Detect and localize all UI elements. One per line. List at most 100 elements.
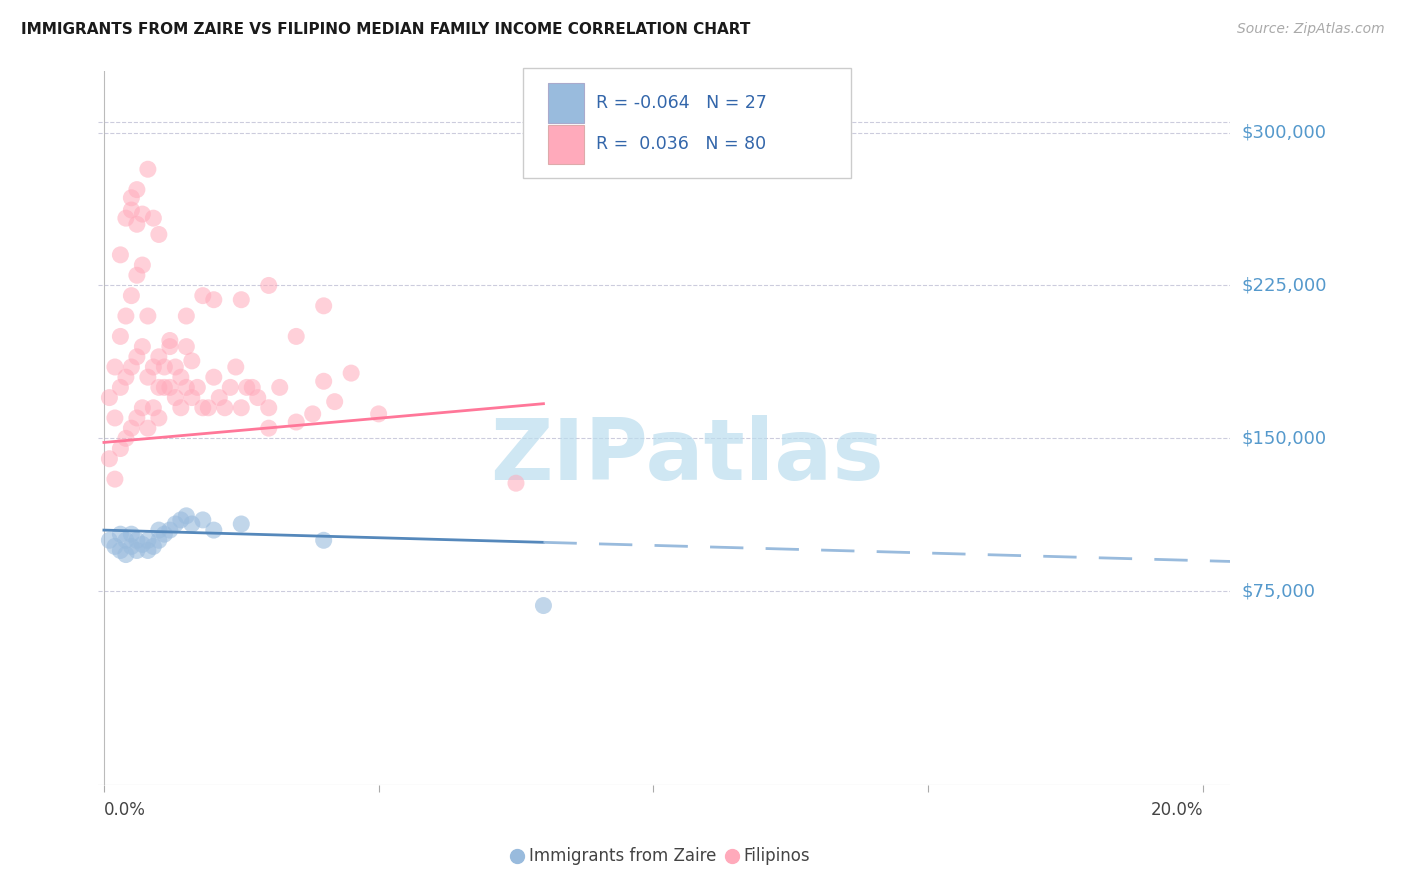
Point — [142, 401, 165, 415]
Text: Source: ZipAtlas.com: Source: ZipAtlas.com — [1237, 22, 1385, 37]
Point — [110, 329, 132, 343]
Point — [136, 370, 159, 384]
Point — [231, 401, 253, 415]
Point — [246, 391, 269, 405]
Point — [125, 543, 148, 558]
Point — [176, 380, 198, 394]
Point — [148, 533, 170, 548]
Point — [110, 543, 132, 558]
Point — [312, 374, 335, 388]
Point — [159, 380, 181, 394]
Point — [170, 513, 193, 527]
Point — [165, 391, 187, 405]
Point — [148, 380, 170, 394]
Point — [120, 191, 142, 205]
Point — [110, 248, 132, 262]
Point — [104, 411, 127, 425]
Point — [125, 350, 148, 364]
Bar — [548, 84, 583, 123]
Text: $300,000: $300,000 — [1241, 123, 1326, 142]
Point — [110, 442, 132, 456]
Point — [115, 309, 138, 323]
Point — [153, 527, 176, 541]
Point — [136, 421, 159, 435]
Point — [115, 370, 138, 384]
Point — [176, 508, 198, 523]
Point — [142, 359, 165, 374]
Point — [125, 411, 148, 425]
Point — [225, 359, 247, 374]
Text: ZIPatlas: ZIPatlas — [491, 415, 884, 499]
Point — [202, 523, 225, 537]
Point — [120, 540, 142, 554]
Point — [165, 516, 187, 531]
Point — [125, 268, 148, 283]
Point — [136, 309, 159, 323]
Point — [153, 359, 176, 374]
Point — [120, 202, 142, 217]
Point — [131, 258, 153, 272]
Point — [104, 472, 127, 486]
Point — [312, 299, 335, 313]
Point — [180, 391, 202, 405]
Point — [170, 401, 193, 415]
Point — [131, 537, 153, 551]
Text: $75,000: $75,000 — [1241, 582, 1316, 600]
Point — [115, 431, 138, 445]
Point — [323, 394, 346, 409]
Point — [115, 211, 138, 226]
Point — [110, 380, 132, 394]
Point — [115, 533, 138, 548]
Point — [148, 411, 170, 425]
Point — [257, 278, 280, 293]
Point — [186, 380, 208, 394]
Bar — [548, 125, 583, 164]
Point — [269, 380, 291, 394]
Point — [202, 293, 225, 307]
Point — [159, 334, 181, 348]
Point — [98, 533, 121, 548]
Point — [165, 359, 187, 374]
Point — [125, 217, 148, 231]
Point — [312, 533, 335, 548]
Point — [231, 293, 253, 307]
Point — [142, 540, 165, 554]
Point — [125, 183, 148, 197]
Point — [115, 548, 138, 562]
Text: 0.0%: 0.0% — [104, 801, 146, 819]
Point — [131, 340, 153, 354]
Point — [231, 516, 253, 531]
Point — [120, 421, 142, 435]
Point — [131, 401, 153, 415]
Point — [120, 288, 142, 302]
Point — [131, 207, 153, 221]
Point — [104, 540, 127, 554]
Point — [180, 516, 202, 531]
Text: $150,000: $150,000 — [1241, 429, 1326, 448]
Point — [214, 401, 236, 415]
Point — [153, 380, 176, 394]
Point — [191, 401, 214, 415]
Point — [340, 366, 363, 380]
Point — [301, 407, 323, 421]
Point — [125, 533, 148, 548]
Point — [219, 380, 242, 394]
Point — [110, 527, 132, 541]
Point — [191, 513, 214, 527]
Point — [120, 359, 142, 374]
Point — [159, 523, 181, 537]
Point — [104, 359, 127, 374]
Point — [180, 354, 202, 368]
Text: Filipinos: Filipinos — [744, 847, 810, 865]
Point — [176, 340, 198, 354]
Point — [257, 421, 280, 435]
Point — [136, 162, 159, 177]
Point — [170, 370, 193, 384]
Point — [202, 370, 225, 384]
Point — [367, 407, 389, 421]
Point — [208, 391, 231, 405]
Point — [136, 533, 159, 548]
Text: R =  0.036   N = 80: R = 0.036 N = 80 — [596, 136, 766, 153]
Point — [142, 211, 165, 226]
Point — [98, 451, 121, 466]
